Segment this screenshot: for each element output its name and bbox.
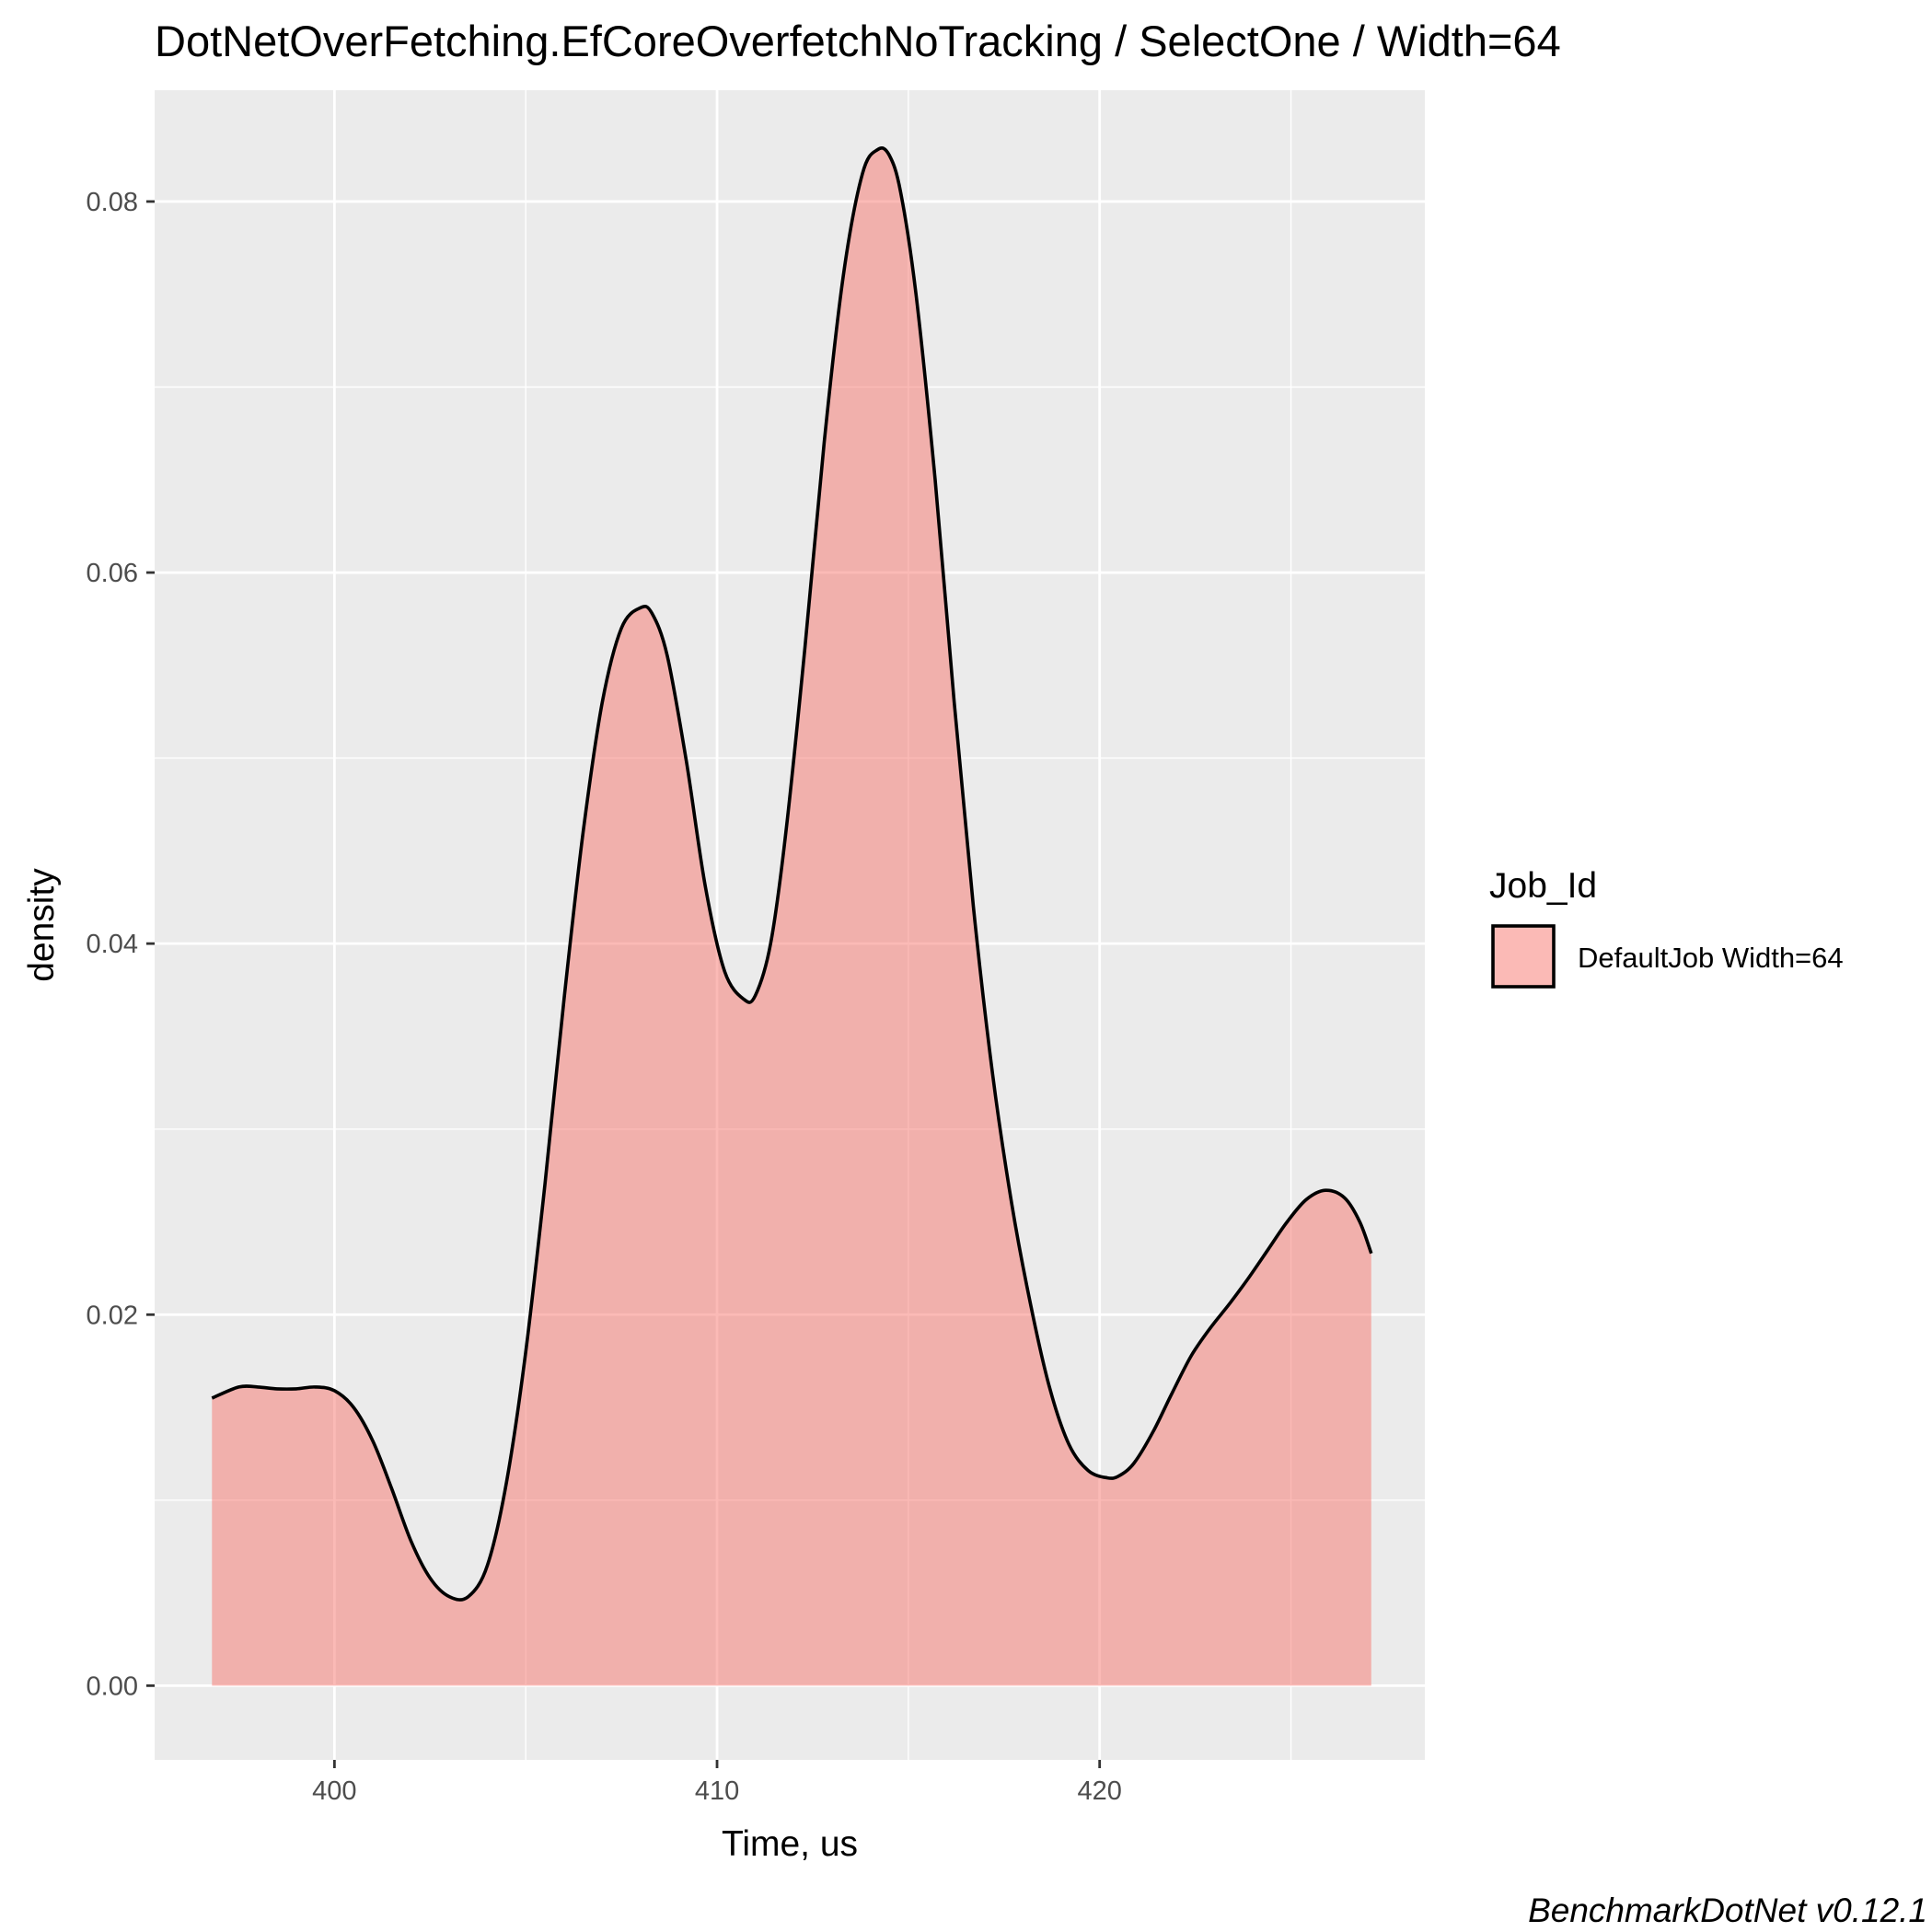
y-tick-label: 0.00 bbox=[87, 1672, 138, 1701]
density-area bbox=[212, 147, 1371, 1686]
y-tick-label: 0.06 bbox=[87, 559, 138, 588]
y-tick-label: 0.02 bbox=[87, 1301, 138, 1330]
x-tick-label: 400 bbox=[312, 1776, 356, 1806]
y-tick-label: 0.04 bbox=[87, 930, 138, 959]
y-axis: 0.00 0.02 0.04 0.06 0.08 bbox=[87, 188, 155, 1701]
legend-label: DefaultJob Width=64 bbox=[1578, 942, 1844, 974]
x-tick-label: 420 bbox=[1077, 1776, 1121, 1806]
x-axis: 400 410 420 bbox=[312, 1760, 1122, 1806]
legend-key bbox=[1491, 924, 1556, 989]
x-axis-title: Time, us bbox=[722, 1824, 858, 1864]
legend-title: Job_Id bbox=[1489, 866, 1597, 906]
caption: BenchmarkDotNet v0.12.1 bbox=[1528, 1892, 1927, 1929]
chart-title: DotNetOverFetching.EfCoreOverfetchNoTrac… bbox=[155, 17, 1561, 65]
density-line bbox=[211, 146, 1373, 1602]
x-tick-label: 410 bbox=[695, 1776, 739, 1806]
legend: Job_Id DefaultJob Width=64 bbox=[1489, 866, 1844, 989]
y-axis-title: density bbox=[22, 868, 62, 982]
y-tick-label: 0.08 bbox=[87, 188, 138, 217]
